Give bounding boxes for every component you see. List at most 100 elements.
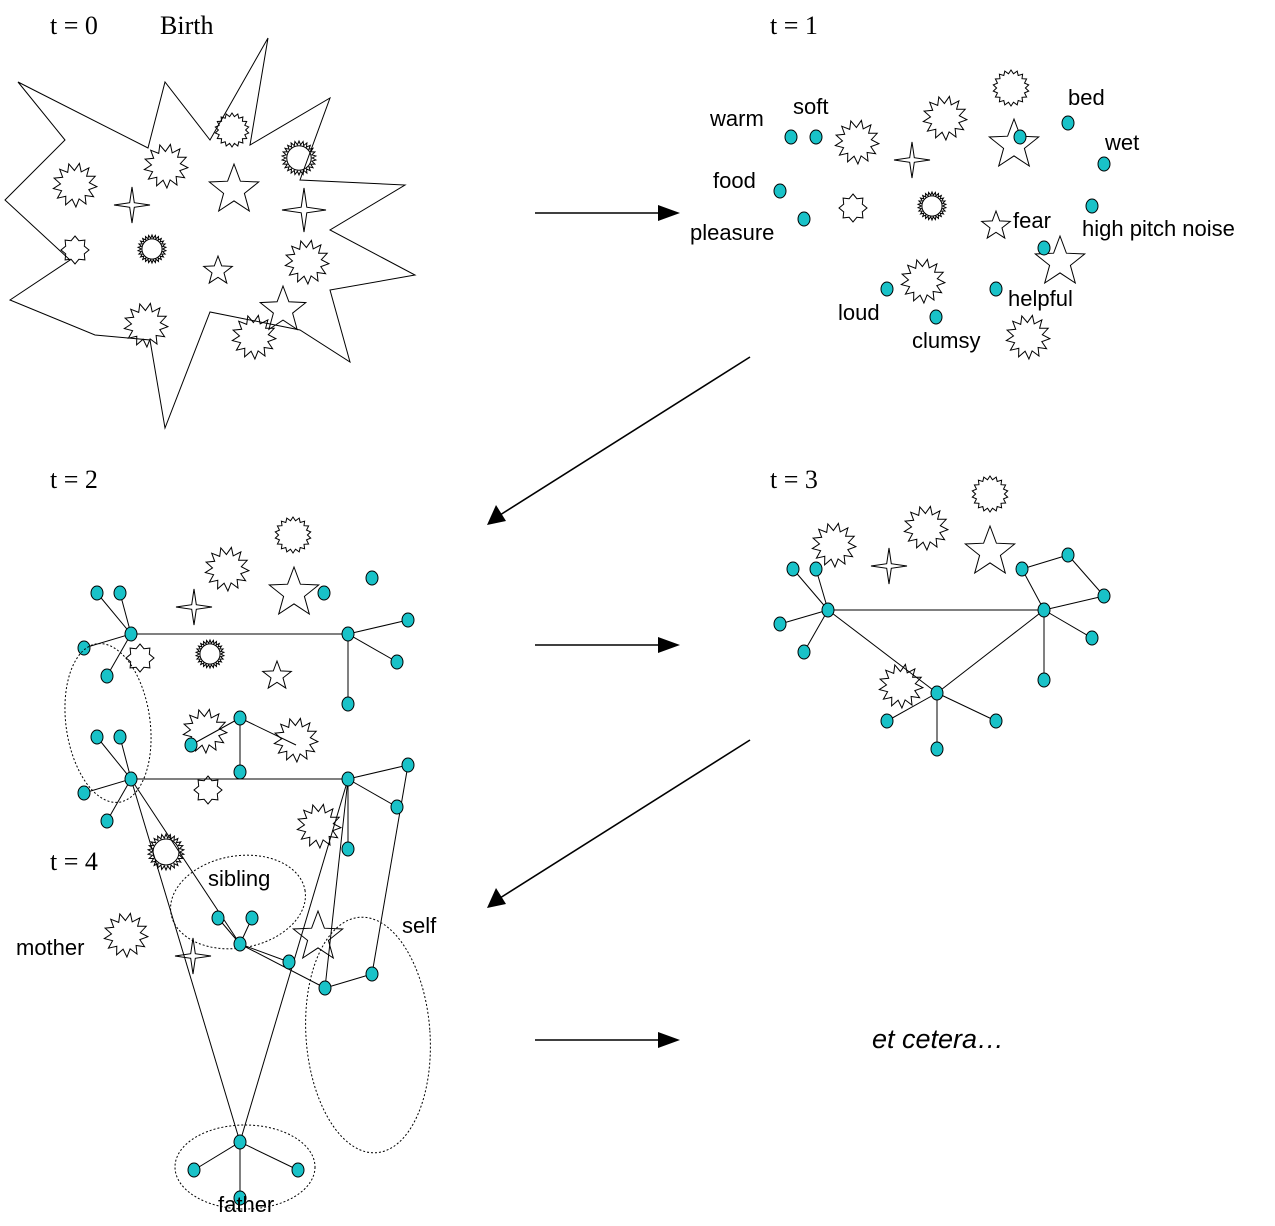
serrated-ring-icon bbox=[146, 832, 186, 872]
concept-node bbox=[77, 785, 91, 801]
arrow-icon bbox=[487, 505, 506, 525]
birth-burst-outline bbox=[4, 37, 417, 430]
hub-node bbox=[124, 771, 138, 787]
concept-node bbox=[291, 1162, 305, 1178]
arrow-icon bbox=[658, 1032, 680, 1048]
time-label-t2: t = 2 bbox=[50, 465, 98, 494]
concept-node bbox=[390, 799, 404, 815]
concept-node bbox=[113, 585, 127, 601]
star-icon bbox=[267, 565, 321, 616]
arrow-icon bbox=[658, 637, 680, 653]
concept-node bbox=[809, 129, 823, 145]
t2-network-nodes bbox=[77, 570, 415, 780]
concept-node bbox=[77, 640, 91, 656]
serrated-ring-icon bbox=[280, 139, 318, 177]
t3-network-nodes bbox=[773, 547, 1111, 757]
concept-label-clumsy: clumsy bbox=[912, 328, 980, 353]
serrated-ring-inner bbox=[152, 838, 180, 866]
concept-node bbox=[1085, 198, 1099, 214]
concept-node bbox=[113, 729, 127, 745]
network-edge bbox=[803, 609, 829, 653]
network-edge bbox=[324, 778, 349, 989]
network-edge bbox=[106, 633, 132, 677]
cluster-father-outline bbox=[174, 1124, 316, 1210]
t3-network-edges bbox=[779, 554, 1105, 749]
hub-node bbox=[930, 685, 944, 701]
four-point-star-icon bbox=[175, 588, 213, 626]
birth-caption: Birth bbox=[160, 11, 213, 40]
concept-node bbox=[797, 644, 811, 660]
concept-node bbox=[233, 1190, 247, 1206]
concept-node bbox=[100, 813, 114, 829]
small-burst-icon bbox=[193, 775, 223, 805]
concept-node bbox=[1037, 240, 1051, 256]
t1-sensation-shapes bbox=[834, 69, 1087, 361]
seven-point-burst-icon bbox=[1005, 314, 1052, 361]
serrated-ring-icon bbox=[136, 233, 168, 265]
seven-point-burst-icon bbox=[834, 119, 881, 166]
concept-node bbox=[341, 696, 355, 712]
concept-node bbox=[90, 729, 104, 745]
concept-node bbox=[245, 910, 259, 926]
arrow-t1-to-t2 bbox=[487, 356, 751, 525]
serrated-ring-inner bbox=[286, 145, 312, 171]
panel-t2: t = 2 bbox=[50, 465, 415, 780]
concept-node bbox=[880, 713, 894, 729]
serrated-ring-inner bbox=[199, 643, 221, 665]
concept-node bbox=[187, 1162, 201, 1178]
network-edge bbox=[83, 778, 132, 794]
seven-point-burst-icon bbox=[811, 522, 858, 569]
small-burst-icon bbox=[60, 235, 90, 265]
t2-network-edges bbox=[83, 592, 409, 772]
arrow-icon bbox=[658, 205, 680, 221]
hub-node bbox=[233, 936, 247, 952]
network-edge bbox=[96, 736, 132, 780]
concept-node bbox=[773, 616, 787, 632]
concept-label-helpful: helpful bbox=[1008, 286, 1073, 311]
network-edge bbox=[193, 1141, 241, 1171]
concept-label-food: food bbox=[713, 168, 756, 193]
network-edge bbox=[96, 592, 132, 635]
cloud-burst-icon bbox=[274, 516, 312, 554]
cluster-label-mother: mother bbox=[16, 935, 84, 960]
concept-node bbox=[90, 585, 104, 601]
network-edge bbox=[347, 764, 409, 780]
t4-network-edges bbox=[83, 736, 409, 1198]
cluster-self-outline bbox=[305, 916, 431, 1154]
serrated-ring-icon bbox=[916, 190, 948, 222]
hub-node bbox=[821, 602, 835, 618]
network-edge bbox=[1021, 568, 1045, 611]
network-edge bbox=[239, 717, 297, 746]
concept-node bbox=[401, 612, 415, 628]
star-icon bbox=[963, 524, 1017, 575]
t3-sensation-shapes bbox=[811, 475, 1017, 710]
network-edge bbox=[239, 1141, 299, 1171]
concept-node bbox=[233, 764, 247, 780]
arrow-icon bbox=[487, 888, 506, 908]
network-edge bbox=[779, 609, 829, 625]
network-edge bbox=[324, 973, 373, 989]
concept-node bbox=[809, 561, 823, 577]
serrated-ring-icon bbox=[194, 638, 226, 670]
seven-point-burst-icon bbox=[903, 505, 950, 552]
seven-point-burst-icon bbox=[296, 803, 343, 850]
transition-arrows bbox=[487, 205, 751, 1048]
star-icon bbox=[258, 284, 308, 331]
seven-point-burst-icon bbox=[900, 258, 947, 305]
concept-node bbox=[341, 841, 355, 857]
hub-node bbox=[233, 1134, 247, 1150]
concept-node bbox=[401, 757, 415, 773]
cloud-burst-icon bbox=[214, 112, 250, 148]
network-edge bbox=[239, 943, 326, 989]
network-edge bbox=[347, 778, 398, 808]
network-edge bbox=[1067, 554, 1105, 597]
network-edge bbox=[827, 609, 938, 694]
network-edge bbox=[936, 692, 997, 722]
concept-node bbox=[930, 741, 944, 757]
star-icon bbox=[987, 117, 1041, 168]
concept-node bbox=[773, 183, 787, 199]
time-label-t0: t = 0 bbox=[50, 11, 98, 40]
star-icon bbox=[207, 162, 261, 213]
seven-point-burst-icon bbox=[123, 302, 170, 349]
